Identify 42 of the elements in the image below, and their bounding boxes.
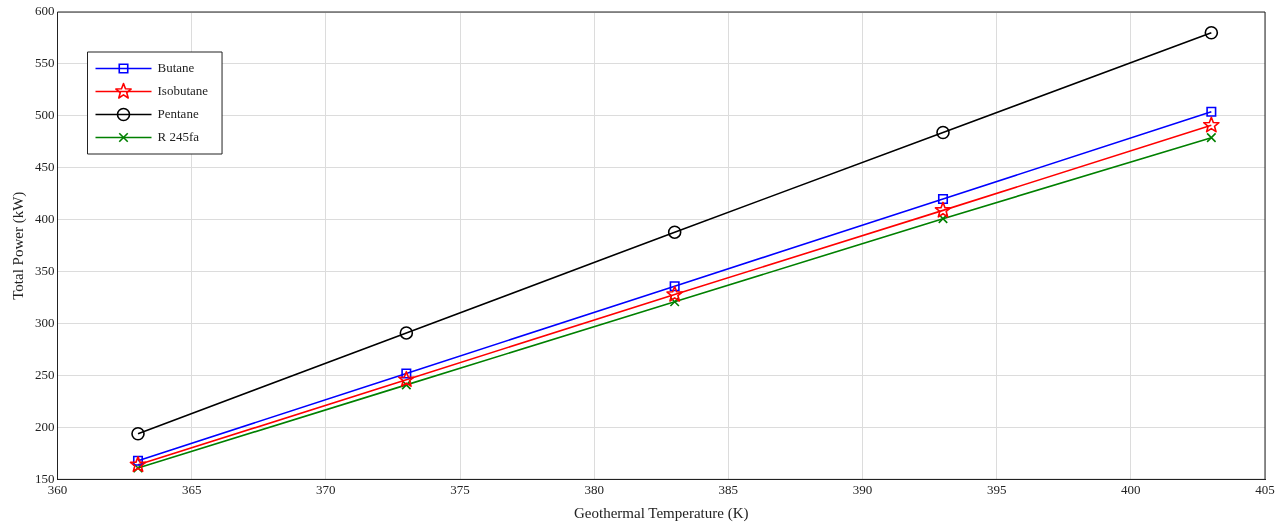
x-tick-label: 370 [316,481,336,497]
y-tick-label: 450 [35,159,55,175]
y-tick-label: 550 [35,55,55,71]
x-tick-label: 400 [1121,481,1141,497]
point [666,285,684,302]
point [397,370,415,387]
legend-label: R 245fa [157,128,200,144]
point [131,426,145,441]
x-tick-label: 385 [718,481,739,497]
point [934,201,952,218]
legend-label: Isobutane [157,82,209,98]
y-tick-label: 350 [35,263,55,279]
y-tick-label: 600 [35,3,55,19]
point [399,326,414,340]
point [936,125,950,140]
point [1206,132,1217,143]
point [937,193,949,204]
y-tick-label: 400 [35,211,55,227]
x-tick-label: 380 [584,481,604,497]
y-tick-label: 500 [35,107,55,123]
legend-label: Pentane [157,105,199,121]
y-tick-label: 200 [35,418,55,434]
legend-label: Butane [157,59,195,75]
point [669,296,680,307]
y-axis-title: Total Power (kW) [9,191,27,300]
x-tick-label: 365 [181,481,202,497]
point [667,225,682,239]
x-axis-title: Geothermal Temperature (K) [574,504,749,522]
x-tick-label: 405 [1255,481,1275,497]
point [669,281,680,292]
y-tick-label: 250 [35,366,55,382]
point [129,456,147,473]
point [1204,25,1219,40]
x-tick-label: 375 [450,481,470,497]
x-tick-label: 390 [852,481,873,497]
point [1202,116,1220,133]
point [937,213,949,224]
point [401,379,412,390]
point [1206,106,1217,117]
x-tick-label: 395 [986,481,1007,497]
y-tick-label: 150 [35,470,55,486]
y-tick-label: 300 [35,315,55,331]
